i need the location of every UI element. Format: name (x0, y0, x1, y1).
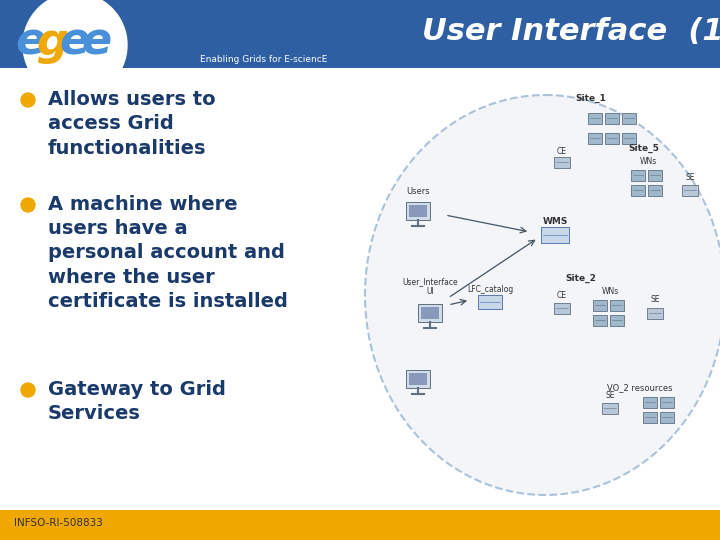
Circle shape (21, 93, 35, 107)
Text: e: e (15, 21, 45, 64)
FancyBboxPatch shape (0, 0, 720, 68)
Text: UI: UI (426, 287, 434, 296)
Circle shape (21, 383, 35, 397)
Ellipse shape (365, 95, 720, 495)
Text: Site_1: Site_1 (575, 93, 606, 103)
FancyBboxPatch shape (647, 307, 663, 319)
Circle shape (21, 198, 35, 212)
FancyBboxPatch shape (682, 185, 698, 195)
FancyBboxPatch shape (605, 132, 619, 144)
FancyBboxPatch shape (554, 157, 570, 167)
FancyBboxPatch shape (643, 411, 657, 422)
FancyBboxPatch shape (409, 373, 427, 385)
Text: VO_2 resources: VO_2 resources (607, 383, 672, 393)
FancyBboxPatch shape (631, 185, 645, 195)
Text: A machine where
users have a
personal account and
where the user
certificate is : A machine where users have a personal ac… (48, 195, 288, 311)
FancyBboxPatch shape (0, 510, 720, 540)
Text: SE: SE (685, 173, 695, 183)
Text: LFC_catalog: LFC_catalog (467, 286, 513, 294)
FancyBboxPatch shape (660, 411, 674, 422)
Text: e: e (81, 21, 111, 64)
Text: Enabling Grids for E-sciencE: Enabling Grids for E-sciencE (200, 56, 328, 64)
FancyBboxPatch shape (421, 307, 439, 319)
Circle shape (23, 0, 127, 97)
FancyBboxPatch shape (406, 202, 430, 220)
Text: User_Interface: User_Interface (402, 278, 458, 287)
Text: Gateway to Grid
Services: Gateway to Grid Services (48, 380, 226, 423)
Text: WNs: WNs (639, 158, 657, 166)
FancyBboxPatch shape (602, 402, 618, 414)
FancyBboxPatch shape (605, 112, 619, 124)
FancyBboxPatch shape (0, 68, 720, 510)
FancyBboxPatch shape (554, 302, 570, 314)
Text: Users: Users (406, 187, 430, 197)
Text: SE: SE (650, 295, 660, 305)
FancyBboxPatch shape (610, 314, 624, 326)
Text: INFSO-RI-508833: INFSO-RI-508833 (14, 518, 103, 528)
FancyBboxPatch shape (622, 132, 636, 144)
Text: WNs: WNs (601, 287, 618, 296)
FancyBboxPatch shape (478, 295, 502, 309)
FancyBboxPatch shape (622, 112, 636, 124)
FancyBboxPatch shape (409, 205, 427, 217)
Text: WMS: WMS (542, 218, 567, 226)
FancyBboxPatch shape (588, 132, 602, 144)
Text: CE: CE (557, 147, 567, 157)
FancyBboxPatch shape (418, 304, 442, 322)
Text: CE: CE (557, 291, 567, 300)
FancyBboxPatch shape (593, 314, 607, 326)
Text: User Interface  (1): User Interface (1) (422, 17, 720, 46)
Text: Site_2: Site_2 (565, 273, 596, 282)
FancyBboxPatch shape (541, 227, 569, 243)
FancyBboxPatch shape (648, 170, 662, 180)
FancyBboxPatch shape (660, 396, 674, 408)
FancyBboxPatch shape (406, 370, 430, 388)
FancyBboxPatch shape (648, 185, 662, 195)
Text: g: g (36, 21, 68, 64)
FancyBboxPatch shape (588, 112, 602, 124)
FancyBboxPatch shape (610, 300, 624, 310)
FancyBboxPatch shape (643, 396, 657, 408)
FancyBboxPatch shape (631, 170, 645, 180)
FancyBboxPatch shape (593, 300, 607, 310)
Text: Site_5: Site_5 (628, 144, 659, 153)
Text: SE: SE (606, 390, 615, 400)
Text: e: e (59, 21, 89, 64)
Text: Allows users to
access Grid
functionalities: Allows users to access Grid functionalit… (48, 90, 215, 158)
